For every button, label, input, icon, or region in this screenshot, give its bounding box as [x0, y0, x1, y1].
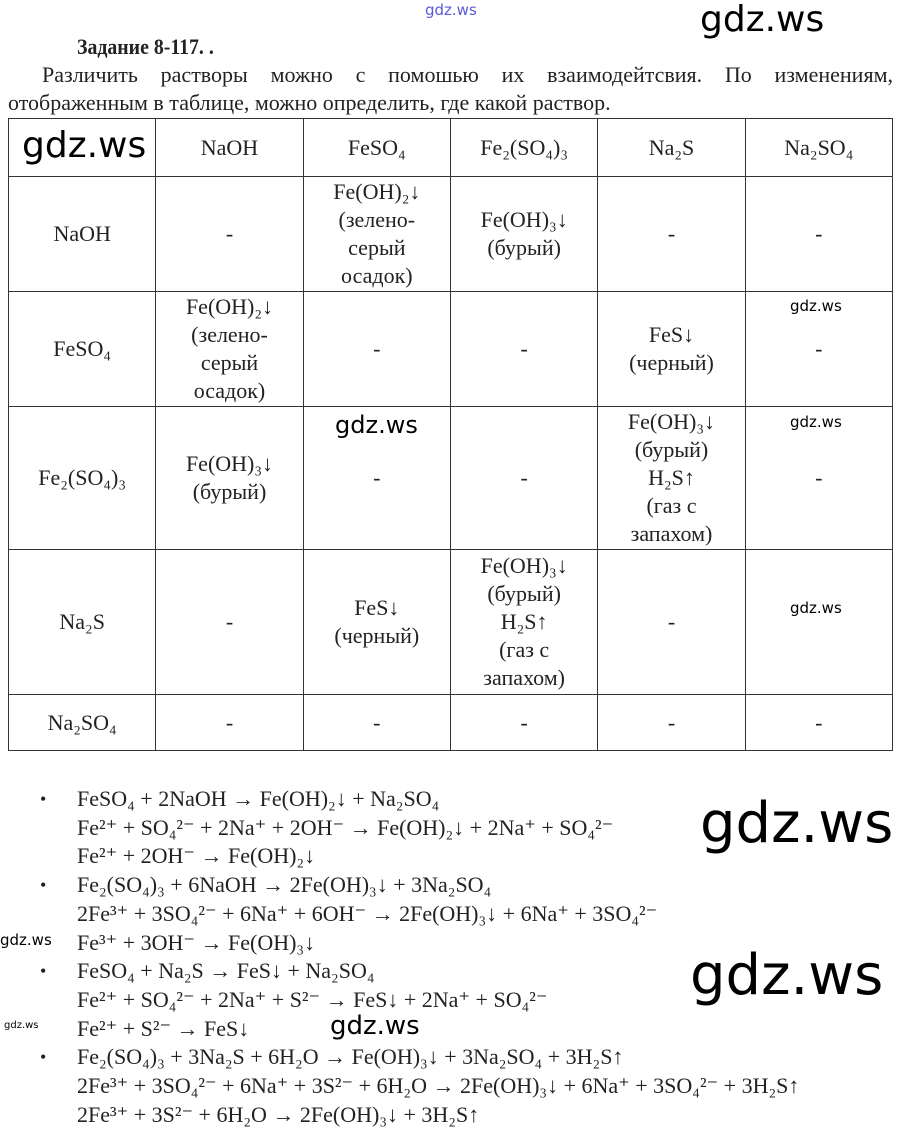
watermark: gdz.ws	[0, 931, 52, 949]
column-header: Fe₂(SO₄)₃	[449, 118, 599, 177]
row-header: FeSO₄	[7, 291, 157, 407]
table-row: Na₂SO₄ - - - - -	[7, 694, 894, 751]
table-cell: -	[449, 406, 599, 550]
equation-group: • Fe₂(SO₄)₃ + 3Na₂S + 6H₂O → Fe(OH)₃↓ + 3…	[40, 1043, 799, 1129]
watermark: gdz.ws	[4, 1020, 39, 1031]
row-header: Fe₂(SO₄)₃	[7, 406, 157, 550]
equation-group: • FeSO₄ + Na₂S → FeS↓ + Na₂SO₄ Fe²⁺ + SO₄²…	[40, 957, 799, 1043]
row-header: NaOH	[7, 176, 157, 292]
equation-group: • Fe₂(SO₄)₃ + 6NaOH → 2Fe(OH)₃↓ + 3Na₂SO₄…	[40, 871, 799, 957]
table-cell: -	[744, 406, 894, 550]
bullet-icon: •	[40, 789, 47, 809]
intro-paragraph: Различить растворы можно с помошью их вз…	[8, 62, 893, 115]
table-row: Fe₂(SO₄)₃ Fe(OH)₃↓ (бурый) - - Fe(OH)₃↓ (бур…	[7, 406, 894, 550]
watermark: gdz.ws	[700, 791, 894, 856]
table-row: FeSO₄ Fe(OH)₂↓ (зелено- серый осадок) - - Fe…	[7, 291, 894, 407]
table-cell: FeS↓ (черный)	[597, 291, 746, 407]
table-cell: -	[302, 406, 451, 550]
equation-line: Fe²⁺ + 2OH⁻ → Fe(OH)₂↓	[77, 843, 316, 869]
table-cell: -	[449, 291, 599, 407]
equation-line: Fe²⁺ + SO₄²⁻ + 2Na⁺ + S²⁻ → FeS↓ + 2Na⁺ …	[77, 986, 548, 1012]
equation-line: Fe³⁺ + 3OH⁻ → Fe(OH)₃↓	[77, 929, 316, 955]
bullet-icon: •	[40, 875, 47, 896]
equation-line: FeSO₄ + 2NaOH → Fe(OH)₂↓ + Na₂SO₄	[77, 786, 440, 811]
equation-line: FeSO₄ + Na₂S → FeS↓ + Na₂SO₄	[77, 958, 375, 984]
table-cell: -	[302, 291, 451, 407]
table-cell: Fe(OH)₂↓ (зелено- серый осадок)	[155, 291, 304, 407]
row-header: Na₂SO₄	[7, 694, 157, 751]
equation-line: 2Fe³⁺ + 3SO₄²⁻ + 6Na⁺ + 3S²⁻ + 6H₂O → 2F…	[77, 1073, 800, 1099]
equation-line: Fe²⁺ + S²⁻ → FeS↓	[77, 1015, 250, 1041]
watermark: gdz.ws	[790, 297, 842, 315]
column-header: Na₂S	[597, 118, 746, 177]
table-cell: Fe(OH)₂↓ (зелено- серый осадок)	[302, 176, 451, 292]
watermark: gdz.ws	[335, 411, 418, 439]
table-cell	[744, 549, 894, 695]
table-cell: -	[449, 694, 599, 751]
table-cell: -	[744, 176, 894, 292]
column-header: Na₂SO₄	[744, 118, 894, 177]
table-cell: -	[302, 694, 451, 751]
table-row: NaOH - Fe(OH)₂↓ (зелено- серый осадок) Fe(O…	[7, 176, 894, 292]
watermark: gdz.ws	[330, 1011, 420, 1041]
equation-line: 2Fe³⁺ + 3S²⁻ + 6H₂O → 2Fe(OH)₃↓ + 3H₂S↑	[77, 1101, 480, 1127]
table-cell: -	[155, 549, 304, 695]
equation-line: Fe₂(SO₄)₃ + 6NaOH → 2Fe(OH)₃↓ + 3Na₂SO₄	[77, 872, 492, 898]
table-cell: -	[155, 176, 304, 292]
column-header: FeSO₄	[302, 118, 451, 177]
row-header: Na₂S	[7, 549, 157, 695]
table-cell: Fe(OH)₃↓ (бурый)	[155, 406, 304, 550]
watermark: gdz.ws	[790, 413, 842, 431]
column-header	[7, 118, 157, 177]
bullet-icon: •	[40, 1047, 47, 1068]
watermark: gdz.ws	[790, 599, 842, 617]
table-cell: -	[597, 549, 746, 695]
page-title: Задание 8-117. .	[77, 34, 214, 59]
table-cell: -	[155, 694, 304, 751]
bullet-icon: •	[40, 961, 47, 982]
equations-list: • FeSO₄ + 2NaOH → Fe(OH)₂↓ + Na₂SO₄ Fe²⁺ +…	[40, 785, 799, 1129]
watermark: gdz.ws	[690, 943, 884, 1008]
watermark: gdz.ws	[22, 125, 147, 166]
equation-line: 2Fe³⁺ + 3SO₄²⁻ + 6Na⁺ + 6OH⁻ → 2Fe(OH)₃↓…	[77, 900, 658, 926]
table-cell: -	[744, 291, 894, 407]
table-cell: Fe(OH)₃↓ (бурый)	[449, 176, 599, 292]
reactions-table: NaOH FeSO₄ Fe₂(SO₄)₃ Na₂S Na₂SO₄ NaOH - Fe(OH)₂…	[7, 118, 894, 751]
column-header: NaOH	[155, 118, 304, 177]
table-cell: Fe(OH)₃↓ (бурый) H₂S↑ (газ с запахом)	[597, 406, 746, 550]
table-row: Na₂S - FeS↓ (черный) Fe(OH)₃↓ (бурый) H₂S↑ …	[7, 549, 894, 695]
table-cell: -	[597, 694, 746, 751]
table-cell: -	[744, 694, 894, 751]
watermark: gdz.ws	[425, 1, 477, 19]
table-cell: FeS↓ (черный)	[302, 549, 451, 695]
table-cell: Fe(OH)₃↓ (бурый) H₂S↑ (газ с запахом)	[449, 549, 599, 695]
equation-group: • FeSO₄ + 2NaOH → Fe(OH)₂↓ + Na₂SO₄ Fe²⁺ +…	[40, 785, 799, 871]
equation-line: Fe₂(SO₄)₃ + 3Na₂S + 6H₂O → Fe(OH)₃↓ + 3N…	[77, 1044, 624, 1070]
equation-line: Fe²⁺ + SO₄²⁻ + 2Na⁺ + 2OH⁻ → Fe(OH)₂↓ + …	[77, 814, 614, 840]
watermark: gdz.ws	[700, 0, 825, 40]
table-cell: -	[597, 176, 746, 292]
